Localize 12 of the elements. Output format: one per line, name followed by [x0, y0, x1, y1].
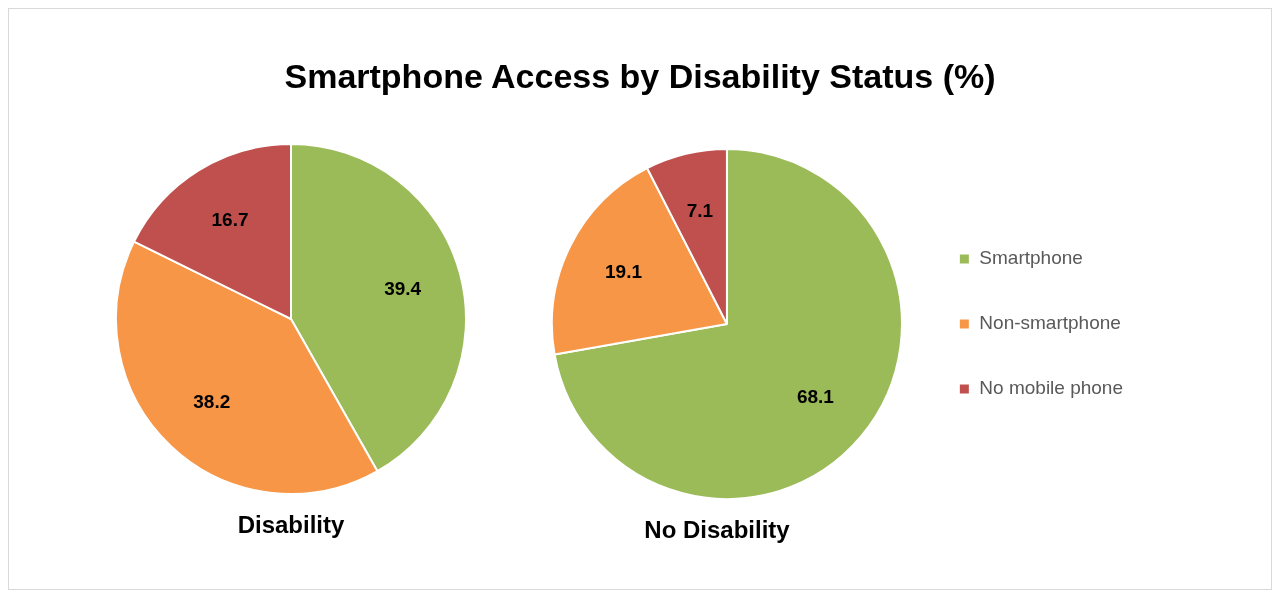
data-label: 39.4: [384, 277, 422, 299]
legend-label: Non-smartphone: [979, 312, 1121, 334]
text: No Disability: [643, 516, 791, 544]
data-label: 16.7: [211, 209, 249, 231]
data-label: 19.1: [605, 260, 643, 282]
legend-label: No mobile phone: [979, 377, 1124, 399]
legend-label: Smartphone: [979, 247, 1083, 269]
data-label: 38.2: [193, 391, 231, 413]
text: Disability: [236, 511, 346, 539]
data-label: 68.1: [796, 386, 835, 408]
data-label: 7.1: [686, 199, 714, 221]
text: Smartphone Access by Disability Status (%): [283, 57, 997, 96]
